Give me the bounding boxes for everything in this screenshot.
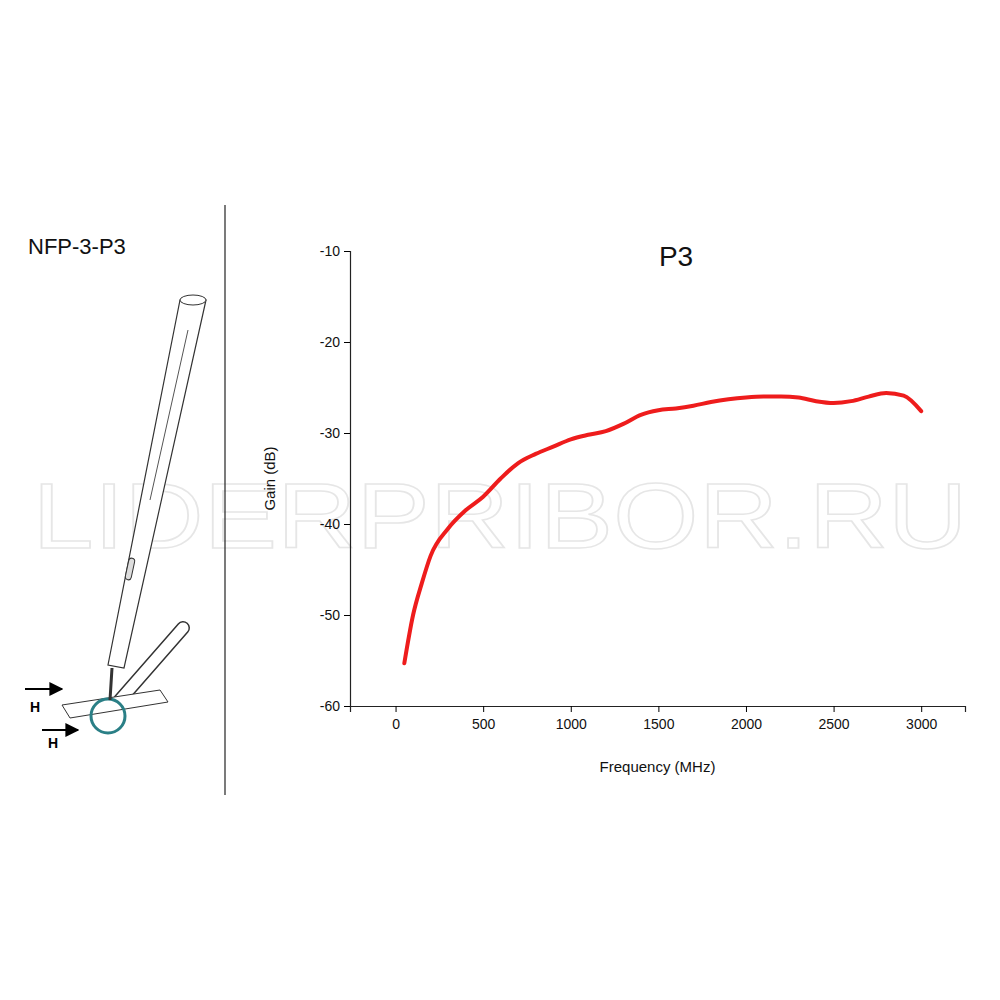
x-tick: 0: [392, 706, 400, 732]
x-tick: 1000: [556, 706, 587, 732]
x-tick: 2500: [819, 706, 850, 732]
x-tick-label: 1500: [643, 716, 674, 732]
y-tick-mark: [344, 615, 350, 616]
x-tick: 500: [472, 706, 496, 732]
y-tick-mark: [344, 342, 350, 343]
probe-cap: [180, 295, 206, 305]
x-tick-mark: [834, 706, 835, 712]
field-arrow: [25, 688, 62, 690]
x-tick-mark: [483, 706, 484, 712]
probe-plate: [62, 690, 168, 718]
x-axis-line: [351, 707, 966, 713]
y-axis-line: [344, 252, 351, 707]
y-tick-mark: [344, 251, 350, 252]
probe-tip: [110, 668, 112, 700]
y-tick-label: -30: [320, 425, 340, 441]
x-tick-mark: [396, 706, 397, 712]
y-tick-label: -60: [320, 698, 340, 714]
y-axis: -60 -50 -40 -30 -20 -10: [320, 243, 351, 714]
y-tick: -50: [320, 607, 350, 623]
y-axis-title: Gain (dB): [261, 446, 278, 510]
y-tick-label: -10: [320, 243, 340, 259]
y-tick-mark: [344, 524, 350, 525]
x-axis: 0 500 1000 1500 2000 2500 3000: [351, 706, 966, 732]
x-tick: 2000: [731, 706, 762, 732]
probe-drawing: [62, 295, 206, 733]
panel-label: NFP-3-P3: [28, 234, 126, 259]
y-tick-mark: [344, 706, 350, 707]
x-tick-mark: [658, 706, 659, 712]
x-tick-label: 0: [392, 716, 400, 732]
probe-loop: [91, 699, 125, 733]
field-label: H: [30, 699, 40, 715]
data-line: [404, 393, 921, 663]
y-tick-label: -50: [320, 607, 340, 623]
plot-area: [404, 393, 921, 663]
probe-slot: [125, 558, 135, 581]
y-tick: -40: [320, 516, 350, 532]
probe-groove: [150, 330, 188, 500]
field-label: H: [48, 735, 58, 751]
y-tick-label: -20: [320, 334, 340, 350]
x-tick-label: 3000: [906, 716, 937, 732]
separator: [224, 205, 225, 795]
x-tick-mark: [921, 706, 922, 712]
y-tick: -10: [320, 243, 350, 259]
y-tick: -60: [320, 698, 350, 714]
y-tick-mark: [344, 433, 350, 434]
chart-title: P3: [659, 241, 693, 272]
x-tick: 3000: [906, 706, 937, 732]
x-tick-mark: [571, 706, 572, 712]
field-arrow: [42, 729, 78, 731]
x-tick: 1500: [643, 706, 674, 732]
x-tick-label: 1000: [556, 716, 587, 732]
page: LIDERPRIBOR.RUNFP-3-P3HHP305001000150020…: [0, 0, 1000, 1000]
x-tick-mark: [746, 706, 747, 712]
probe-handle: [108, 300, 206, 668]
x-axis-title: Frequency (MHz): [600, 758, 716, 775]
x-tick-label: 2000: [731, 716, 762, 732]
y-tick: -20: [320, 334, 350, 350]
x-tick-label: 2500: [819, 716, 850, 732]
y-tick: -30: [320, 425, 350, 441]
x-tick-label: 500: [472, 716, 496, 732]
y-tick-label: -40: [320, 516, 340, 532]
